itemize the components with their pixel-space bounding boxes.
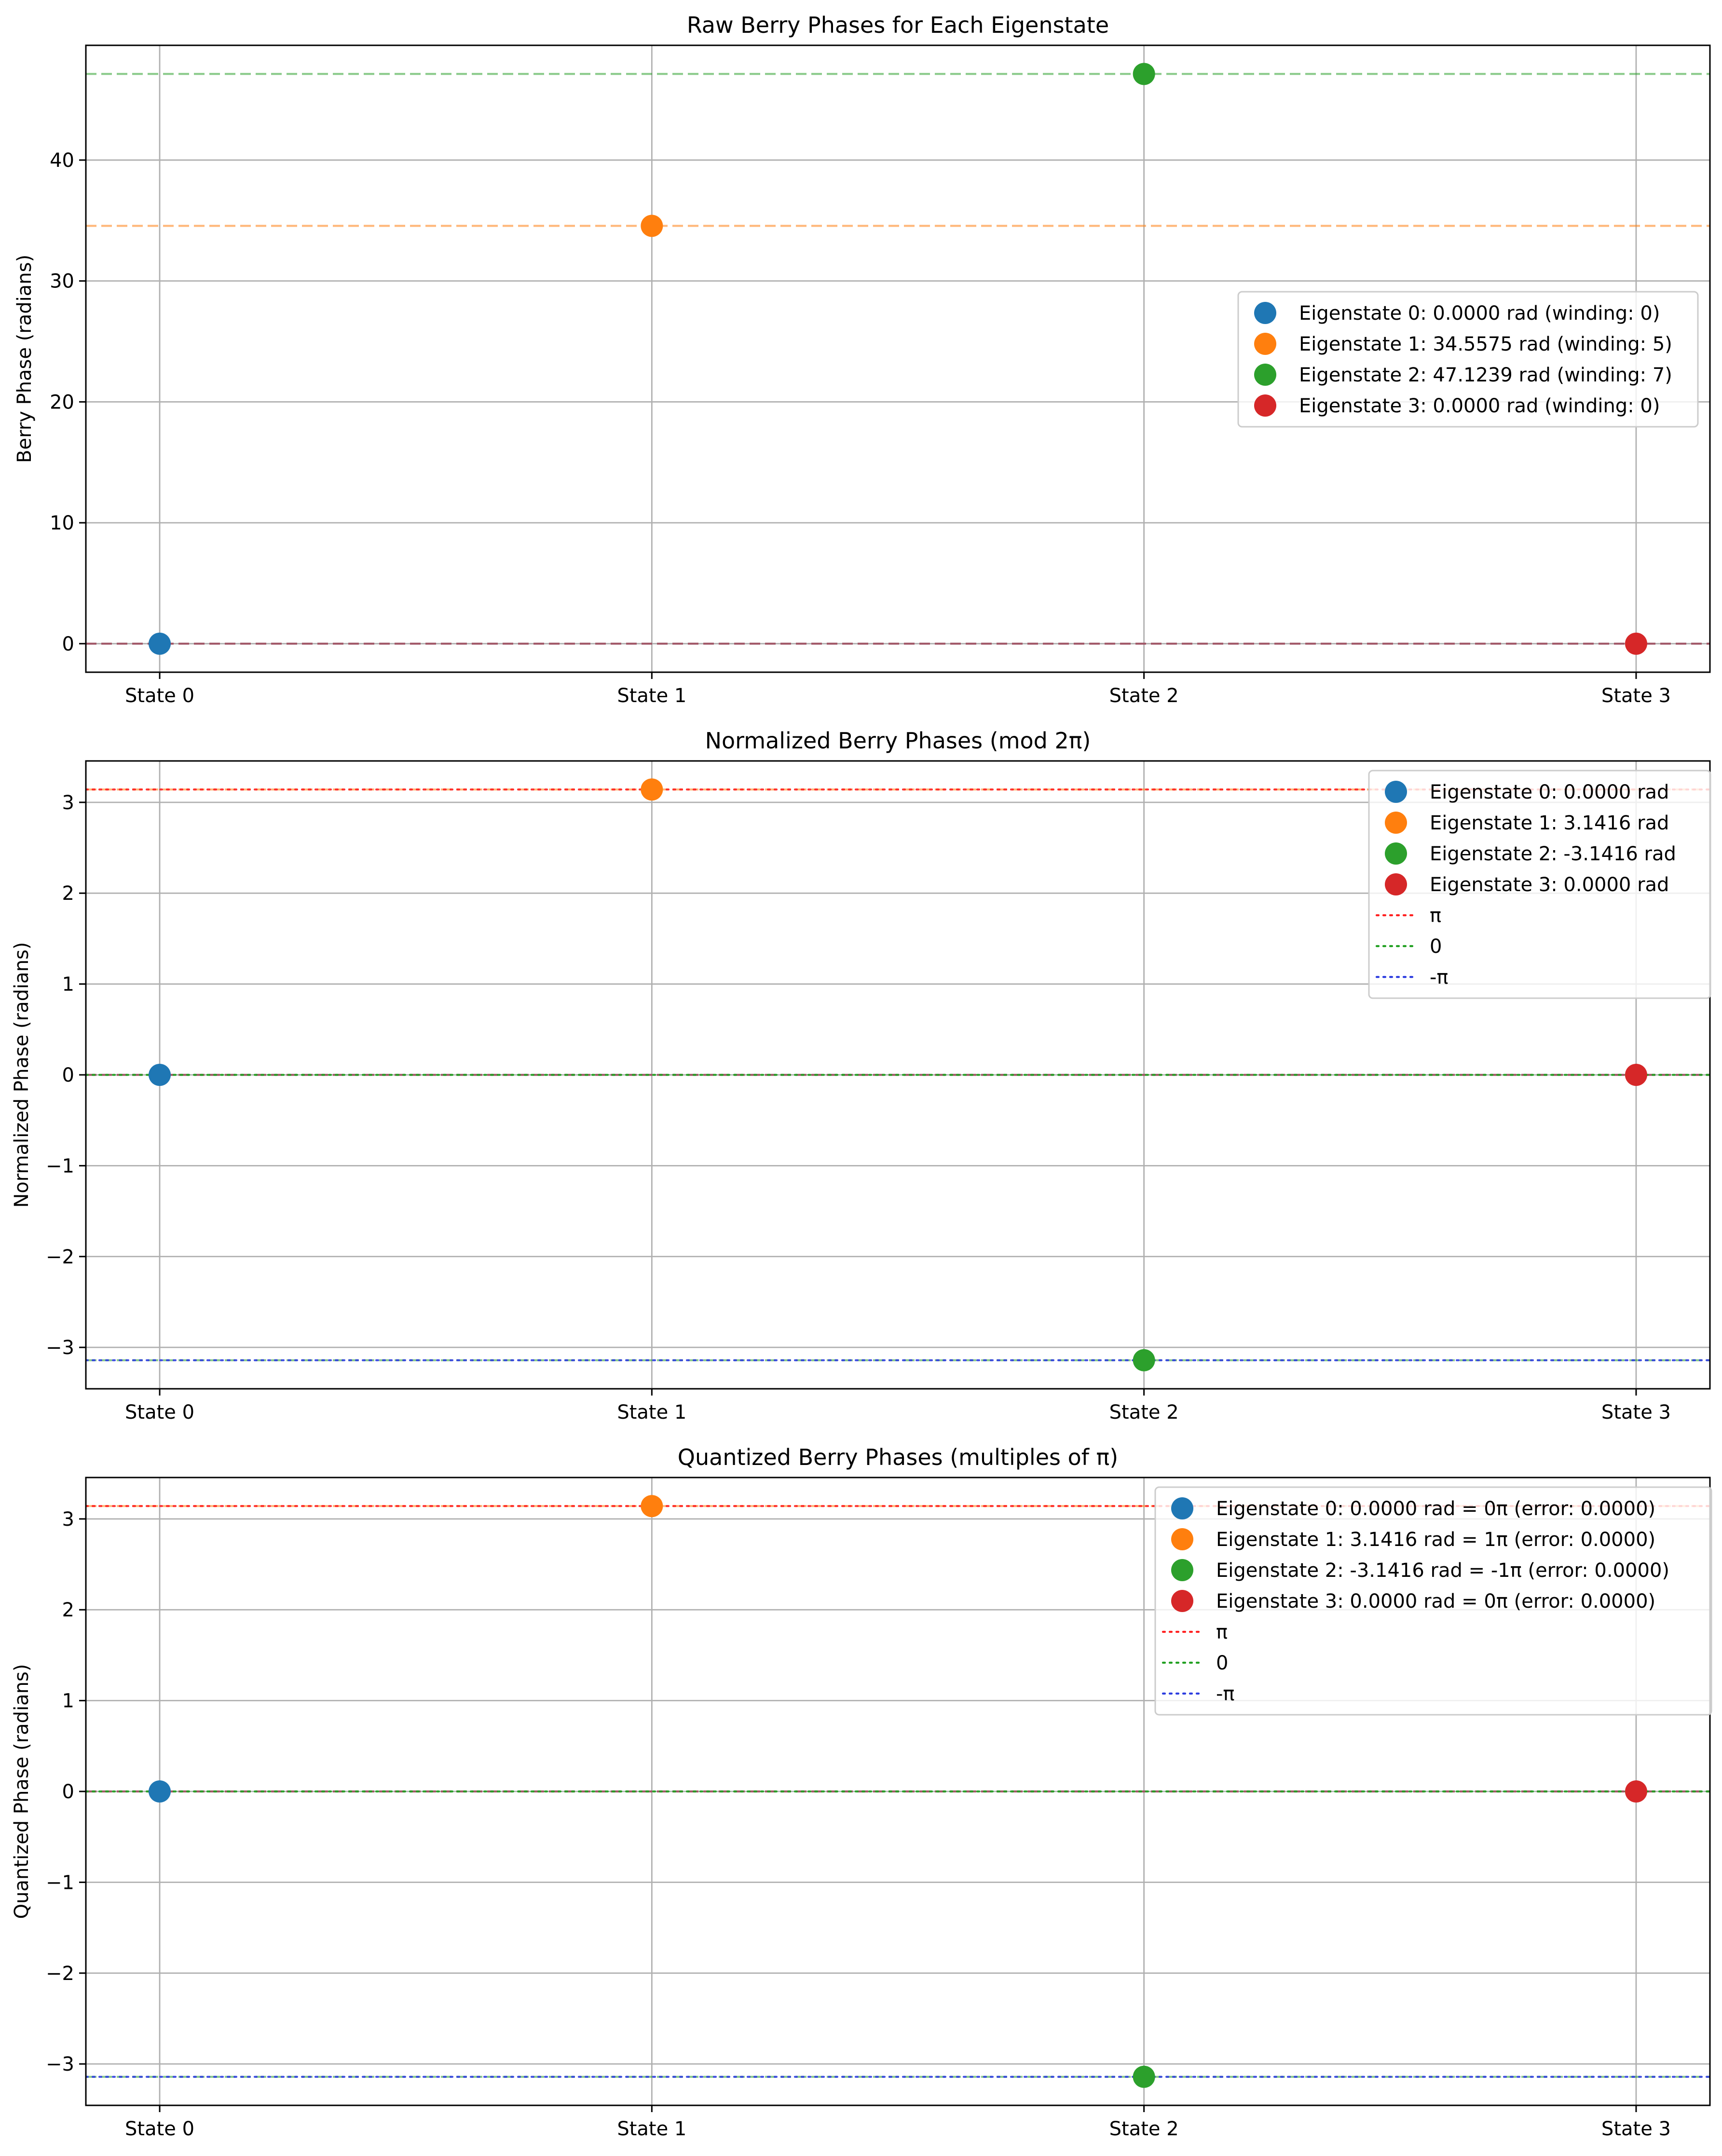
data-point-eigenstate-3 [1625,1780,1647,1803]
y-tick-label: 0 [62,1781,74,1803]
y-tick-label: 10 [50,512,74,534]
plot-area [86,45,1710,672]
legend-label: 0 [1430,936,1442,958]
legend-label: 0 [1216,1652,1228,1674]
chart-title: Normalized Berry Phases (mod 2π) [705,728,1091,754]
legend-marker [1171,1528,1193,1550]
y-tick-label: −3 [46,1337,74,1359]
chart-panel-2: State 0 State 1 State 2 State 3 −3 −2 −1 0 1 2 3 Qu… [11,1444,1712,2140]
legend-marker [1171,1590,1193,1612]
x-tick-label: State 3 [1601,685,1671,707]
x-tick-label: State 3 [1601,2118,1671,2140]
data-point-eigenstate-3 [1625,632,1647,655]
x-tick-label: State 2 [1109,2118,1179,2140]
legend-label: -π [1430,966,1449,989]
legend-box [1368,770,1711,999]
chart-title: Quantized Berry Phases (multiples of π) [678,1444,1118,1470]
chart-title: Raw Berry Phases for Each Eigenstate [687,12,1109,38]
legend: Eigenstate 0: 0.0000 rad = 0π (error: 0.… [1154,1486,1712,1716]
legend-label: Eigenstate 2: -3.1416 rad = -1π (error: … [1216,1559,1669,1582]
legend-marker [1254,364,1276,386]
legend-label: Eigenstate 3: 0.0000 rad (winding: 0) [1299,395,1660,417]
legend-marker [1254,394,1276,417]
x-tick-label: State 1 [617,685,686,707]
x-tick-label: State 0 [125,685,194,707]
legend-label: Eigenstate 0: 0.0000 rad (winding: 0) [1299,302,1660,325]
y-tick-label: 1 [62,1690,74,1712]
y-tick-label: 20 [50,391,74,413]
legend-label: -π [1216,1683,1235,1705]
legend-marker [1171,1559,1193,1581]
x-tick-label: State 0 [125,1401,194,1424]
legend-box [1237,291,1699,428]
legend: Eigenstate 0: 0.0000 rad Eigenstate 1: 3.… [1368,770,1711,999]
legend-marker [1385,842,1407,865]
legend-box [1154,1486,1712,1716]
legend-label: Eigenstate 1: 3.1416 rad [1430,812,1669,834]
y-tick-label: 1 [62,974,74,996]
y-tick-label: 2 [62,882,74,905]
x-tick-label: State 1 [617,2118,686,2140]
x-tick-label: State 0 [125,2118,194,2140]
y-tick-label: −2 [46,1246,74,1268]
data-point-eigenstate-1 [641,778,663,801]
data-point-eigenstate-0 [149,1780,171,1803]
x-tick-label: State 2 [1109,685,1179,707]
legend-label: π [1216,1621,1228,1643]
data-point-eigenstate-0 [149,1064,171,1086]
legend-marker [1385,812,1407,834]
x-tick-label: State 2 [1109,1401,1179,1424]
axes-frame [85,44,1711,673]
data-point-eigenstate-1 [641,215,663,237]
x-tick-label: State 1 [617,1401,686,1424]
data-point-eigenstate-2 [1133,63,1155,85]
legend-label: Eigenstate 0: 0.0000 rad = 0π (error: 0.… [1216,1498,1655,1520]
y-tick-label: 40 [50,149,74,172]
data-point-eigenstate-3 [1625,1064,1647,1086]
legend-label: Eigenstate 1: 34.5575 rad (winding: 5) [1299,333,1672,355]
plot-area [86,1478,1710,2105]
y-axis-label: Berry Phase (radians) [14,255,36,463]
y-tick-label: 3 [62,792,74,814]
data-point-eigenstate-2 [1133,2065,1155,2088]
chart-panel-1: State 0 State 1 State 2 State 3 −3 −2 −1 0 1 2 3 No… [11,728,1711,1424]
y-tick-label: 2 [62,1599,74,1621]
legend-label: Eigenstate 2: 47.1239 rad (winding: 7) [1299,364,1672,386]
chart-panel-0: State 0 State 1 State 2 State 3 0 10 20 30 40 Raw… [14,12,1711,707]
legend-marker [1385,873,1407,895]
legend-marker [1254,333,1276,355]
data-point-eigenstate-2 [1133,1349,1155,1371]
y-axis-label: Normalized Phase (radians) [11,942,33,1207]
legend-marker [1385,781,1407,803]
y-tick-label: −1 [46,1871,74,1894]
legend-label: Eigenstate 1: 3.1416 rad = 1π (error: 0.… [1216,1529,1655,1551]
legend-label: Eigenstate 3: 0.0000 rad = 0π (error: 0.… [1216,1590,1655,1613]
y-tick-label: 0 [62,1064,74,1086]
legend-label: π [1430,905,1441,927]
legend-label: Eigenstate 3: 0.0000 rad [1430,874,1669,896]
data-point-eigenstate-0 [149,632,171,655]
y-tick-label: −3 [46,2053,74,2075]
y-tick-label: −2 [46,1963,74,1985]
x-tick-label: State 3 [1601,1401,1671,1424]
legend-label: Eigenstate 2: -3.1416 rad [1430,843,1676,865]
legend: Eigenstate 0: 0.0000 rad (winding: 0) Eig… [1237,291,1699,428]
legend-marker [1254,302,1276,324]
legend-marker [1171,1497,1193,1519]
y-axis-label: Quantized Phase (radians) [11,1664,33,1919]
y-tick-label: 30 [50,271,74,293]
legend-label: Eigenstate 0: 0.0000 rad [1430,781,1669,803]
y-tick-label: 3 [62,1508,74,1531]
y-tick-label: −1 [46,1155,74,1177]
data-point-eigenstate-1 [641,1495,663,1518]
y-tick-label: 0 [62,633,74,655]
